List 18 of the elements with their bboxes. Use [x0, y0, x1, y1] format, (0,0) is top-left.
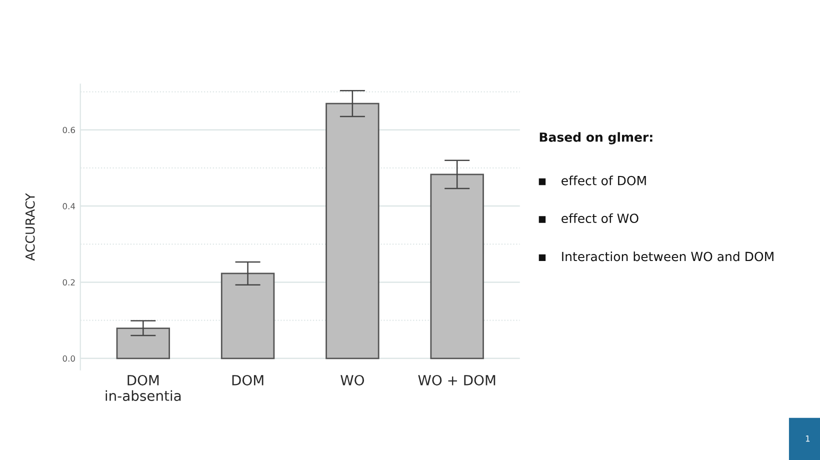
text: effect of DOM — [562, 176, 646, 186]
bar — [220, 272, 275, 360]
bar — [326, 102, 380, 360]
x-tick-label: WO — [340, 374, 364, 386]
y-tick-label: 0.2 — [62, 279, 75, 286]
text: 1 — [806, 436, 810, 442]
text: Based on glmer: — [540, 132, 652, 144]
bar — [116, 328, 170, 360]
y-tick-label: 0.0 — [62, 355, 75, 362]
x-tick-label: DOM — [232, 374, 264, 386]
bar — [430, 174, 484, 360]
y-axis-title: ACCURACY — [25, 193, 35, 261]
y-tick-label: 0.6 — [62, 126, 75, 134]
y-tick-label: 0.4 — [62, 203, 76, 210]
x-tick-label: DOM in-absentia — [106, 374, 181, 402]
x-tick-label: WO + DOM — [418, 374, 496, 386]
text: Interaction between WO and DOM — [562, 252, 774, 262]
text: effect of WO — [562, 213, 638, 224]
